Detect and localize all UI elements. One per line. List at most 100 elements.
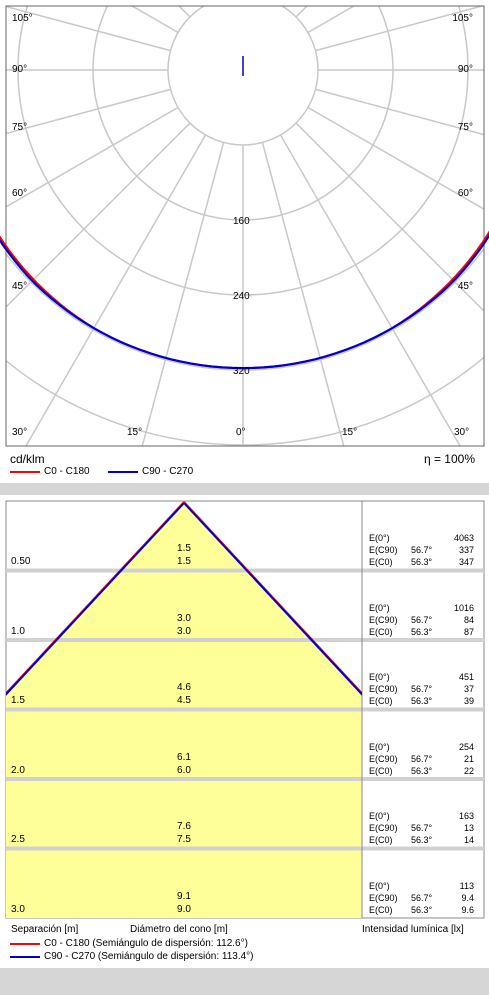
- polar-grid-spoke: [6, 88, 171, 135]
- angle-label-right-90: 90°: [457, 64, 473, 75]
- diameter-axis-label: Diámetro del cono [m]: [130, 924, 228, 935]
- cone-row-separator: [6, 846, 484, 851]
- separation-value: 2.0: [11, 764, 25, 776]
- polar-grid-spoke: [281, 0, 489, 5]
- ec90-angle: 56.7°: [411, 753, 433, 764]
- ec90-angle: 56.7°: [411, 614, 433, 625]
- polar-frame: [5, 5, 485, 447]
- e0-value: 113: [459, 880, 474, 891]
- polar-grid-spoke: [0, 0, 206, 5]
- legend-label-c90: C90 - C270: [142, 466, 194, 477]
- polar-grid-spoke: [307, 106, 484, 211]
- e0-value: 451: [458, 672, 474, 682]
- diameter-c90-value: 6.0: [177, 764, 191, 776]
- polar-grid: [0, 0, 489, 483]
- angle-label-bottom-30-right: 30°: [454, 427, 470, 438]
- cone-edges: [6, 501, 362, 696]
- e0-value: 1016: [453, 602, 474, 613]
- separation-value: 2.5: [11, 834, 25, 845]
- diameter-c90-value: 7.5: [177, 834, 191, 845]
- e0-value: 254: [458, 741, 474, 752]
- angle-label-right-105: 105°: [452, 13, 473, 24]
- polar-grid-spoke: [279, 134, 461, 446]
- diameter-c90-value: 3.0: [177, 625, 191, 637]
- separation-value: 3.0: [11, 903, 25, 915]
- e0-label: E(0°): [369, 880, 390, 891]
- ec90-label: E(C90): [369, 753, 398, 764]
- e0-label: E(0°): [369, 811, 390, 821]
- ec0-label: E(C0): [369, 765, 393, 776]
- ec0-value: 14: [463, 835, 474, 845]
- legend-item-c0: C0 - C180: [10, 466, 90, 477]
- radial-tick-label-160: 160: [233, 216, 250, 227]
- angle-label-right-60: 60°: [457, 188, 473, 199]
- ec90-label: E(C90): [369, 892, 398, 903]
- diameter-c0-value: 9.1: [177, 890, 191, 902]
- legend-swatch-c0: [10, 470, 40, 473]
- ec0-angle: 56.3°: [411, 765, 433, 776]
- cone-legend-label-c0: C0 - C180 (Semiángulo de dispersión: 112…: [44, 938, 248, 949]
- cone-row-separator: [6, 568, 484, 573]
- polar-grid-spoke: [141, 142, 225, 446]
- diameter-c90-value: 4.5: [177, 695, 191, 706]
- angle-label-left-105: 105°: [12, 13, 33, 24]
- e0-value: 4063: [453, 533, 474, 543]
- polar-diagram: [0, 0, 489, 483]
- ec0-label: E(C0): [369, 904, 393, 915]
- polar-grid-spoke: [315, 6, 484, 52]
- radial-tick-label-240: 240: [233, 291, 250, 302]
- polar-grid-spoke: [261, 142, 345, 446]
- cone-legend-c0: C0 - C180 (Semiángulo de dispersión: 112…: [10, 938, 248, 949]
- separation-axis-label: Separación [m]: [11, 924, 79, 935]
- ec0-label: E(C0): [369, 626, 393, 637]
- polar-diagram-panel: 105° 90° 75° 60° 45° 105° 90° 75° 60° 45…: [0, 0, 489, 483]
- polar-curve-c90: [0, 233, 489, 370]
- ec0-label: E(C0): [369, 557, 393, 567]
- angle-label-bottom-0: 0°: [236, 427, 246, 438]
- illuminance-axis-label: Intensidad lumínica [lx]: [362, 924, 464, 935]
- e0-label: E(0°): [369, 672, 390, 682]
- ec90-value: 9.4: [461, 892, 474, 903]
- cone-legend-swatch-c90: [10, 955, 40, 958]
- e0-label: E(0°): [369, 533, 390, 543]
- ec90-value: 13: [463, 823, 474, 833]
- diameter-c0-value: 3.0: [177, 612, 191, 624]
- bottom-divider: [0, 968, 489, 995]
- cone-legend-label-c90: C90 - C270 (Semiángulo de dispersión: 11…: [44, 951, 254, 962]
- separation-value: 1.0: [11, 625, 25, 637]
- ec0-angle: 56.3°: [411, 904, 433, 915]
- diameter-c90-value: 9.0: [177, 903, 191, 915]
- angle-label-bottom-15-left: 15°: [127, 427, 143, 438]
- angle-label-left-75: 75°: [12, 122, 28, 133]
- angle-label-right-45: 45°: [457, 281, 473, 292]
- polar-grid-circle: [0, 0, 489, 483]
- ec90-value: 37: [463, 684, 474, 694]
- e0-label: E(0°): [369, 602, 390, 613]
- angle-label-bottom-30-left: 30°: [12, 427, 28, 438]
- cone-legend-c90: C90 - C270 (Semiángulo de dispersión: 11…: [10, 951, 254, 962]
- cone-diagram-panel: 0.50 1.5 1.5 E(0°) E(C90) E(C0) 56.7° 56.3° 4063…: [0, 495, 489, 968]
- ec90-angle: 56.7°: [411, 823, 433, 833]
- diameter-c0-value: 6.1: [177, 751, 191, 763]
- section-divider: [0, 483, 489, 495]
- polar-grid-spoke: [6, 122, 191, 309]
- cone-row-separator: [6, 707, 484, 712]
- ec90-angle: 56.7°: [411, 892, 433, 903]
- cone-row-separator: [6, 638, 484, 642]
- e0-value: 163: [458, 811, 474, 821]
- cone-edge-c90-right: [183, 502, 362, 696]
- ec0-label: E(C0): [369, 835, 393, 845]
- efficiency-label: η = 100%: [423, 452, 475, 466]
- e0-label: E(0°): [369, 741, 390, 752]
- diameter-c0-value: 4.6: [177, 682, 191, 693]
- ec0-angle: 56.3°: [411, 557, 433, 567]
- cone-edge-c90-left: [6, 502, 185, 696]
- separation-value: 1.5: [11, 695, 25, 706]
- ec90-angle: 56.7°: [411, 684, 433, 694]
- angle-label-left-60: 60°: [12, 188, 28, 199]
- cone-row-separator: [6, 777, 484, 781]
- ec0-value: 9.6: [461, 904, 474, 915]
- angle-label-right-75: 75°: [457, 122, 473, 133]
- ec0-angle: 56.3°: [411, 696, 433, 706]
- ec0-value: 39: [463, 696, 474, 706]
